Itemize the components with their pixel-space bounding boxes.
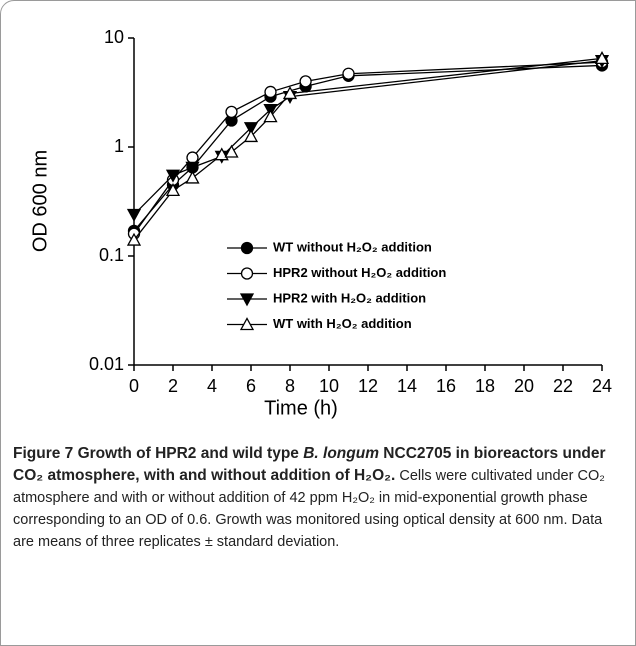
caption-title: Figure 7 Growth of HPR2 and wild type B.… xyxy=(13,445,606,484)
x-tick-label: 10 xyxy=(319,376,339,396)
point xyxy=(594,51,610,65)
point xyxy=(185,170,200,184)
x-tick-label: 20 xyxy=(514,376,534,396)
x-tick-label: 8 xyxy=(285,376,295,396)
y-tick-label: 10 xyxy=(104,27,124,47)
point xyxy=(282,86,298,100)
point xyxy=(264,85,277,99)
x-tick-label: 24 xyxy=(592,376,612,396)
x-tick-label: 22 xyxy=(553,376,573,396)
point xyxy=(243,122,259,136)
x-tick-label: 18 xyxy=(475,376,495,396)
point xyxy=(126,232,142,246)
x-tick-label: 0 xyxy=(129,376,139,396)
caption: Figure 7 Growth of HPR2 and wild type B.… xyxy=(1,439,635,553)
caption-text: Cells were cultivated under CO₂ atmosphe… xyxy=(13,468,605,550)
x-axis-label: Time (h) xyxy=(264,397,338,419)
legend-label: WT with H₂O₂ addition xyxy=(273,316,412,331)
y-tick-label: 0.1 xyxy=(99,245,124,265)
point xyxy=(342,67,355,80)
x-tick-label: 16 xyxy=(436,376,456,396)
caption-title-italic: B. longum xyxy=(303,445,379,462)
point xyxy=(185,161,200,175)
point xyxy=(165,183,181,197)
y-tick-label: 0.01 xyxy=(89,354,124,374)
point xyxy=(299,75,312,88)
caption-title-part: Figure 7 Growth of HPR2 and wild type xyxy=(13,445,304,462)
point xyxy=(263,109,278,123)
x-tick-label: 2 xyxy=(168,376,178,396)
legend-label: HPR2 without H₂O₂ addition xyxy=(273,265,446,280)
x-tick-label: 14 xyxy=(397,376,417,396)
point xyxy=(224,144,239,158)
legend-marker xyxy=(240,241,254,255)
point xyxy=(243,129,259,143)
series-line xyxy=(133,57,603,241)
x-tick-label: 12 xyxy=(358,376,378,396)
point xyxy=(165,169,181,183)
point xyxy=(126,208,142,222)
point xyxy=(186,151,199,164)
legend-label: WT without H₂O₂ addition xyxy=(273,239,432,254)
caption-title-part: NCC2705 in bioreactors under CO₂ atmosph… xyxy=(13,445,606,484)
point xyxy=(225,105,238,119)
legend-marker xyxy=(239,293,255,307)
y-axis-label: OD 600 nm xyxy=(29,150,51,252)
point xyxy=(214,147,229,161)
legend-marker xyxy=(239,317,255,331)
legend-label: HPR2 with H₂O₂ addition xyxy=(273,290,426,305)
legend-marker xyxy=(240,267,254,280)
x-tick-label: 6 xyxy=(246,376,256,396)
y-tick-label: 1 xyxy=(114,136,124,156)
series-line xyxy=(133,59,603,216)
series-line xyxy=(133,64,603,232)
x-tick-label: 4 xyxy=(207,376,217,396)
